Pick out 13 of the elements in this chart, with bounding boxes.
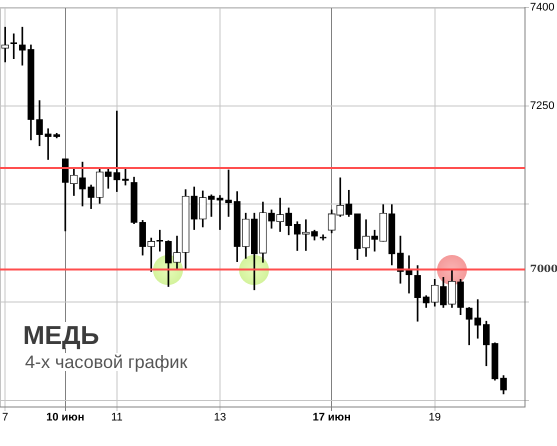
text: 4-х часовой график	[25, 352, 188, 372]
x-tick-label: 13	[214, 412, 226, 424]
y-tick-label: 7400	[530, 2, 554, 14]
x-tick-label: 11	[111, 412, 123, 424]
candlestick	[406, 255, 412, 294]
ref-line-label: 7000	[530, 264, 557, 276]
x-tick-label: 10 июн	[46, 412, 84, 424]
x-tick-label: 19	[428, 412, 441, 424]
x-tick-label: 7	[2, 412, 8, 424]
y-tick-label: 7250	[530, 100, 554, 112]
text: МЕДЬ	[23, 320, 100, 350]
x-tick-label: 17 июн	[312, 412, 351, 424]
candlestick	[122, 167, 129, 186]
